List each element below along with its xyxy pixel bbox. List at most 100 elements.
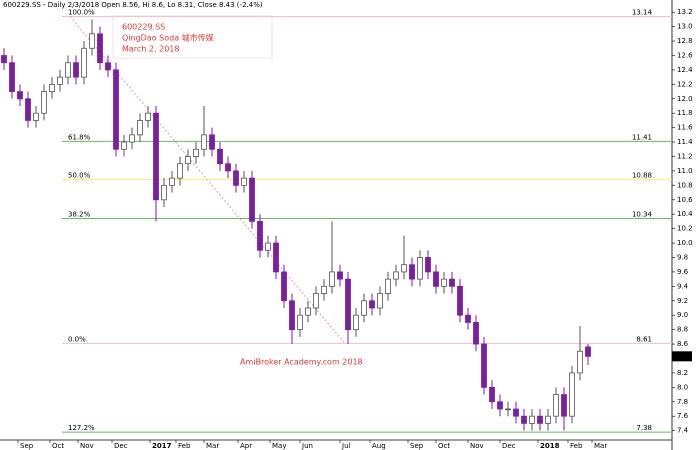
x-tick-label: Aug [372,442,386,450]
legend-line: 600229.SS [122,23,165,32]
candle-body [169,177,175,186]
legend-line: March 2, 2018 [122,45,179,54]
legend-box [112,15,273,59]
candle-body [1,55,7,64]
x-tick-label: Mar [594,442,607,450]
candle-body [281,271,287,302]
y-tick-label: 8.2 [677,369,688,377]
candle-body [545,415,551,424]
candle-body [25,98,31,121]
candle-body [257,221,263,251]
candle-body [57,76,63,85]
y-tick-label: 7.6 [677,412,689,420]
candle-body [9,62,15,92]
candle-body [561,394,567,417]
y-tick-label: 11.0 [677,167,693,175]
level-value: 8.61 [636,335,652,343]
y-tick-label: 7.8 [677,398,688,406]
y-tick-label: 12.0 [677,95,693,103]
legend-line: QingDao Soda 城市传媒 [122,33,214,43]
candle-body [129,134,135,143]
x-tick-label: Feb [178,442,191,450]
candle-body [201,134,207,150]
y-tick-label: 11.6 [677,124,693,132]
candle-body [217,148,223,165]
y-tick-label: 9.2 [677,297,688,305]
x-tick-label: Mar [206,442,219,450]
y-tick-label: 9.0 [677,311,688,319]
candle-body [273,242,279,273]
candle-body [97,33,103,64]
candle-body [241,177,247,186]
y-tick-label: 12.8 [677,37,693,45]
y-tick-label: 11.2 [677,152,693,160]
x-tick-label: May [272,442,286,450]
candle-body [329,271,335,287]
y-tick-label: 9.6 [677,268,689,276]
watermark: AmiBroker Academy.com 2018 [240,358,363,367]
candle-body [513,408,519,417]
candle-body [41,91,47,114]
level-label: 61.8% [68,133,91,141]
candle-body [457,285,463,316]
y-tick-label: 8.6 [677,340,689,348]
candle-body [489,386,495,403]
y-tick-label: 10.6 [677,196,693,204]
y-tick-label: 13.0 [677,23,693,31]
level-value: 7.38 [636,424,652,432]
y-tick-label: 12.4 [677,66,693,74]
y-tick-label: 9.8 [677,253,688,261]
x-tick-label: Sep [20,442,34,450]
candle-body [225,163,231,172]
candle-body [265,242,271,251]
candle-body [337,271,343,280]
candle-body [313,293,319,309]
candle-body [425,257,431,273]
candle-body [17,91,23,100]
candle-body [113,69,119,150]
candle-body [209,134,215,150]
candle-body [185,156,191,165]
candle-body [177,163,183,179]
level-label: 127.2% [68,424,95,432]
x-tick-label: Nov [80,442,94,450]
candle-body [529,415,535,424]
candle-body [161,184,167,201]
candle-body [121,141,127,150]
candle-body [81,47,87,78]
y-tick-label: 11.4 [677,138,693,146]
last-price-tag [672,351,692,362]
y-tick-label: 10.4 [677,210,693,218]
level-label: 0.0% [68,335,86,343]
y-tick-label: 10.8 [677,181,693,189]
candle-body [577,350,583,374]
candle-body [449,278,455,287]
level-value: 11.41 [632,133,652,141]
x-tick-label: Feb [570,442,583,450]
candle-body [289,300,295,331]
candle-body [137,120,143,136]
candle-body [361,300,367,316]
level-label: 38.2% [68,211,91,219]
y-tick-label: 8.0 [677,383,688,391]
y-tick-label: 12.6 [677,51,693,59]
x-tick-label: Apr [240,442,252,450]
candle-body [553,394,559,417]
x-tick-label: 2017 [152,442,172,450]
candle-body [305,307,311,316]
candle-body [385,278,391,294]
candle-body [33,112,39,121]
y-tick-label: 9.4 [677,282,689,290]
candle-body [153,112,159,201]
candle-body [345,278,351,331]
candle-body [369,300,375,309]
candle-body [297,314,303,331]
x-tick-label: Dec [114,442,128,450]
candle-body [73,62,79,78]
last-price-label: 8.43 [675,352,691,360]
candle-body [105,62,111,71]
x-tick-label: 2018 [540,442,560,450]
candle-body [233,170,239,186]
candle-body [473,322,479,345]
candle-body [497,401,503,410]
